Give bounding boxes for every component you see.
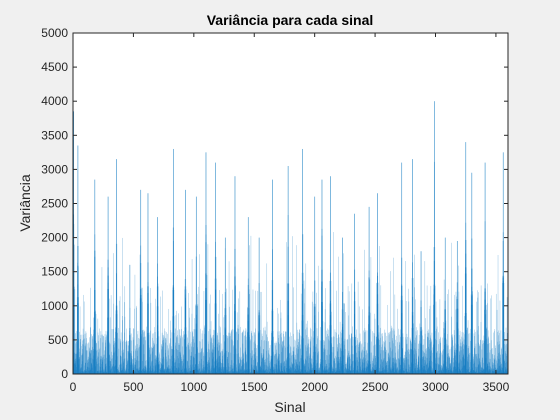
y-tick-label: 2000 xyxy=(41,231,68,245)
y-tick-label: 5000 xyxy=(41,26,68,40)
y-tick-label: 3500 xyxy=(41,128,68,142)
x-tick-label: 2000 xyxy=(301,380,328,394)
x-tick-label: 3500 xyxy=(483,380,510,394)
y-tick-label: 500 xyxy=(48,333,68,347)
y-tick-label: 3000 xyxy=(41,162,68,176)
y-tick-label: 1000 xyxy=(41,299,68,313)
x-tick-label: 2500 xyxy=(362,380,389,394)
y-tick-label: 2500 xyxy=(41,197,68,211)
x-tick-label: 0 xyxy=(70,380,77,394)
x-tick-label: 1000 xyxy=(180,380,207,394)
x-tick-label: 3000 xyxy=(422,380,449,394)
y-tick-label: 4500 xyxy=(41,60,68,74)
x-tick-label: 1500 xyxy=(241,380,268,394)
y-tick-label: 1500 xyxy=(41,265,68,279)
chart-title: Variância para cada sinal xyxy=(207,12,374,28)
y-tick-label: 4000 xyxy=(41,94,68,108)
plot-area xyxy=(73,33,508,374)
y-axis-label: Variância xyxy=(17,174,33,232)
x-axis-label: Sinal xyxy=(274,399,305,415)
x-tick-label: 500 xyxy=(123,380,143,394)
y-tick-label: 0 xyxy=(61,367,68,381)
